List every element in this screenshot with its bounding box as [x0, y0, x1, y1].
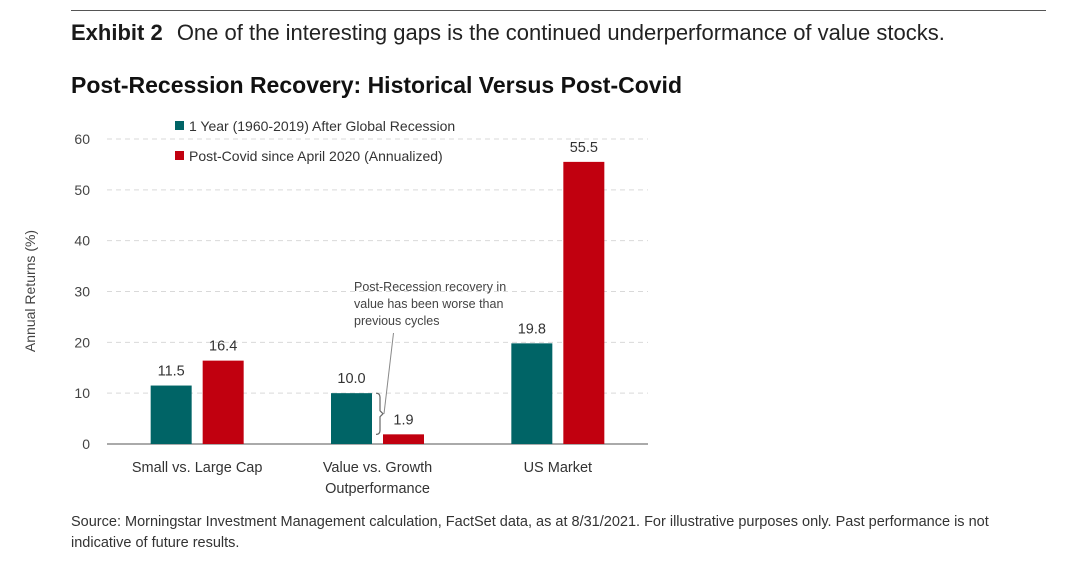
exhibit-label: Exhibit 2 [71, 20, 163, 45]
x-tick-label: Value vs. Growth [323, 460, 432, 476]
annotation-bracket [375, 392, 384, 435]
source-note: Source: Morningstar Investment Managemen… [71, 514, 989, 551]
data-label: 55.5 [570, 140, 598, 156]
x-tick-label: Outperformance [325, 481, 430, 497]
data-label: 11.5 [158, 364, 185, 380]
exhibit-heading: Exhibit 2 One of the interesting gaps is… [71, 20, 945, 46]
legend-label: 1 Year (1960-2019) After Global Recessio… [189, 118, 455, 134]
legend-label: Post-Covid since April 2020 (Annualized) [189, 148, 443, 164]
data-label: 16.4 [209, 339, 237, 355]
y-tick-label: 10 [74, 385, 90, 401]
y-tick-label: 40 [74, 233, 90, 249]
bar [563, 161, 605, 444]
y-axis-title: Annual Returns (%) [22, 230, 38, 352]
bar [331, 393, 372, 444]
y-tick-label: 30 [74, 284, 90, 300]
x-tick-label: Small vs. Large Cap [132, 460, 263, 476]
top-rule [71, 10, 1046, 11]
annotation-text: previous cycles [354, 314, 439, 328]
y-tick-label: 50 [74, 182, 90, 198]
x-tick-label: US Market [524, 460, 593, 476]
legend-swatch [175, 121, 184, 130]
bar [511, 343, 553, 444]
annotation-leader-line [383, 332, 394, 414]
bar [202, 360, 244, 444]
bar [383, 434, 424, 444]
data-label: 10.0 [337, 371, 365, 387]
annotation-text: Post-Recession recovery in [354, 280, 506, 294]
data-label: 1.9 [393, 412, 413, 428]
y-tick-label: 60 [74, 131, 90, 147]
y-tick-label: 20 [74, 334, 90, 350]
exhibit-description: One of the interesting gaps is the conti… [176, 20, 945, 45]
bar-chart: 0 10 20 30 40 50 60 Annual Returns (%) 11.5 16.4 S… [22, 118, 648, 497]
chart-title: Post-Recession Recovery: Historical Vers… [71, 72, 682, 98]
legend-swatch [175, 151, 184, 160]
data-label: 19.8 [518, 321, 546, 337]
bar [150, 385, 192, 444]
annotation-text: value has been worse than [354, 297, 503, 311]
y-tick-label: 0 [82, 436, 90, 452]
